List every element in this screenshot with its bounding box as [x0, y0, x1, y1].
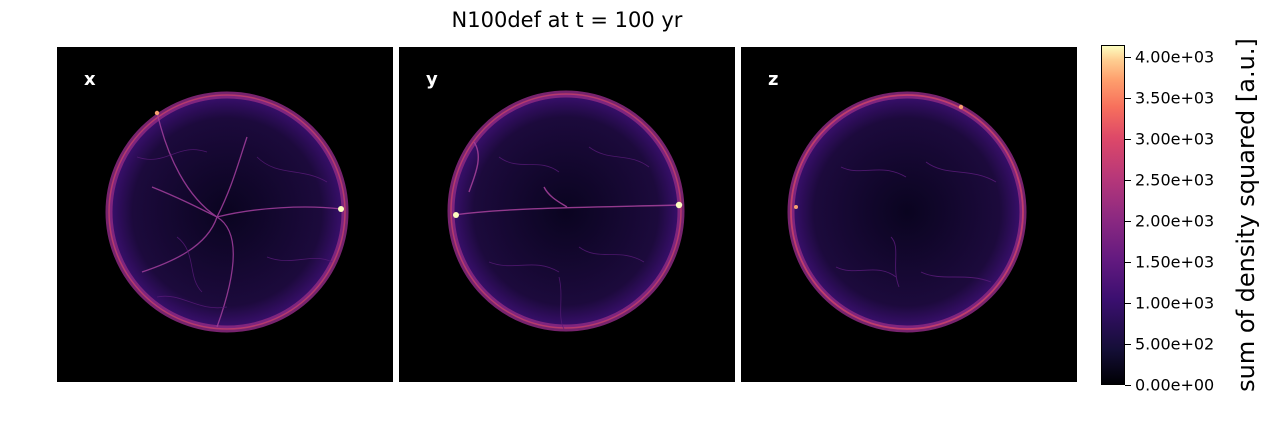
panel-label-y: y [426, 69, 438, 90]
colorbar-tick [1125, 343, 1131, 345]
colorbar-tick-label: 2.00e+03 [1135, 211, 1215, 231]
panel-label-x: x [84, 69, 96, 90]
hotspot [338, 206, 344, 212]
remnant-interior [451, 94, 681, 328]
colorbar-tick-label: 4.00e+03 [1135, 47, 1215, 67]
projection-panel-y: y [399, 47, 735, 382]
remnant-interior [109, 95, 345, 329]
colorbar-tick [1125, 138, 1131, 140]
figure-title: N100def at t = 100 yr [451, 8, 683, 32]
colorbar-tick [1125, 179, 1131, 181]
colorbar-tick-label: 1.00e+03 [1135, 293, 1215, 313]
colorbar-tick-label: 2.50e+03 [1135, 170, 1215, 190]
hotspot [453, 212, 459, 218]
colorbar-tick [1125, 384, 1131, 386]
hotspot [958, 104, 964, 110]
colorbar-tick-label: 1.50e+03 [1135, 252, 1215, 272]
projection-panel-x: x [57, 47, 393, 382]
colorbar-tick-label: 5.00e+02 [1135, 334, 1215, 354]
projection-panel-z: z [741, 47, 1077, 382]
colorbar-tick [1125, 97, 1131, 99]
colorbar-tick [1125, 220, 1131, 222]
colorbar-tick [1125, 261, 1131, 263]
density-map-x [105, 91, 349, 333]
colorbar [1101, 45, 1125, 385]
colorbar-label: sum of density squared [a.u.] [1232, 38, 1260, 392]
panel-label-z: z [768, 69, 779, 90]
colorbar-tick-label: 3.50e+03 [1135, 88, 1215, 108]
density-map-z [787, 91, 1027, 333]
filaments [141, 111, 342, 328]
filaments [453, 141, 680, 216]
density-map-y [447, 90, 685, 332]
colorbar-tick-label: 3.00e+03 [1135, 129, 1215, 149]
colorbar-tick [1125, 302, 1131, 304]
colorbar-tick-label: 0.00e+00 [1135, 375, 1215, 395]
filaments [835, 161, 997, 288]
colorbar-tick [1125, 56, 1131, 58]
